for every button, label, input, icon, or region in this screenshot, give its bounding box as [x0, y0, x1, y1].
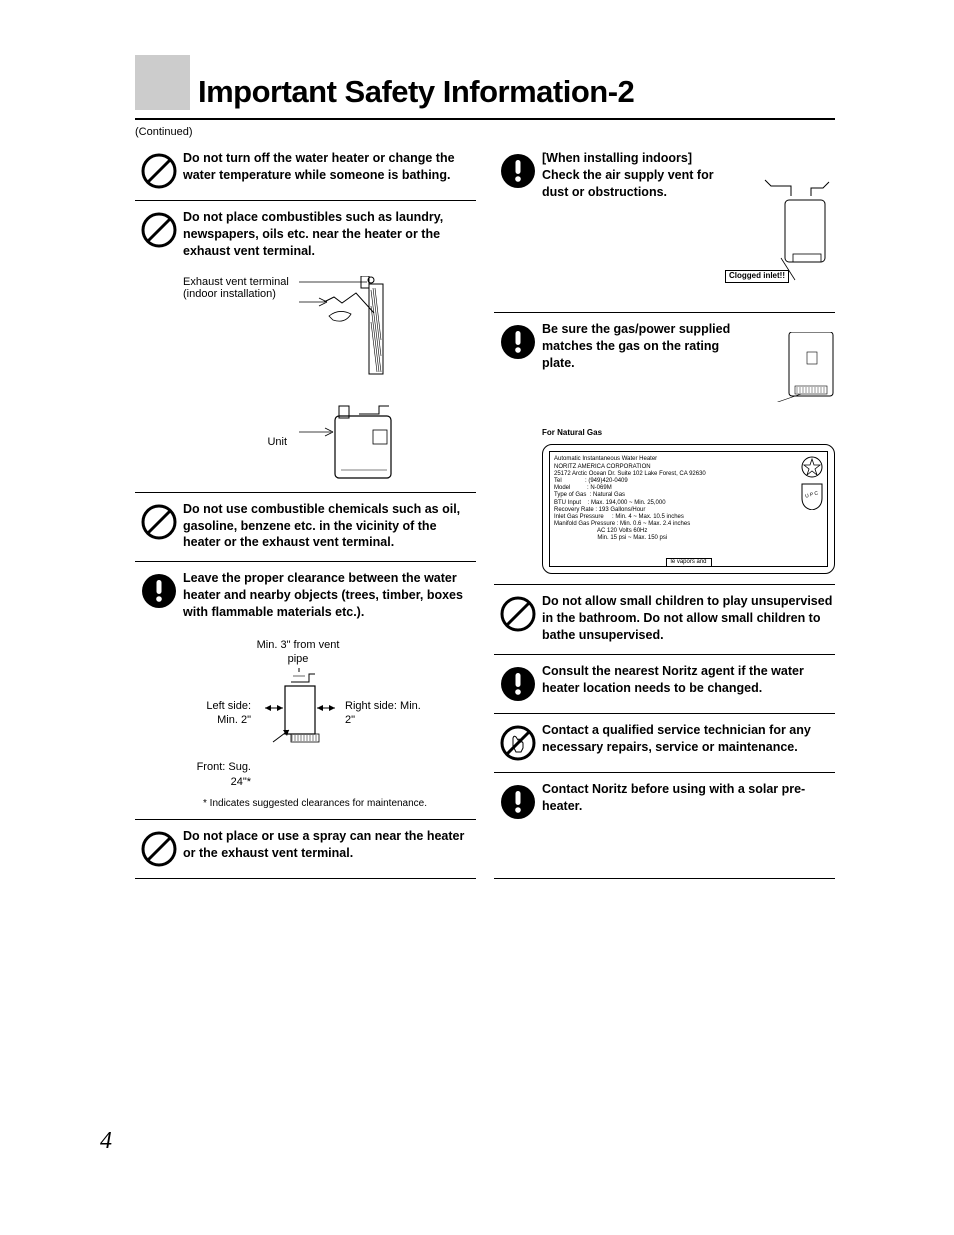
heater-connector-svg [549, 332, 839, 402]
page-title: Important Safety Information-2 [198, 74, 634, 110]
exhaust-diagram: Exhaust vent terminal (indoor installati… [183, 270, 476, 492]
indoor-install-svg [725, 170, 835, 310]
clearance-right: Right side: Min. 2" [343, 698, 423, 729]
warn-icon [494, 781, 542, 821]
safety-text: Do not use combustible chemicals such as… [183, 501, 476, 552]
safety-text: Contact a qualified service technician f… [542, 722, 835, 762]
continued-label: (Continued) [135, 126, 835, 138]
rating-plate: Automatic Instantaneous Water HeaterNORI… [542, 444, 835, 574]
safety-text: Contact Noritz before using with a solar… [542, 781, 835, 821]
safety-item: Do not turn off the water heater or chan… [135, 142, 476, 200]
safety-item: Contact Noritz before using with a solar… [494, 772, 835, 831]
safety-item: Leave the proper clearance between the w… [135, 561, 476, 631]
safety-item: Do not allow small children to play unsu… [494, 584, 835, 654]
prohibit-icon [494, 593, 542, 644]
right-column: [When installing indoors] Check the air … [494, 142, 835, 879]
clearance-diagram: Min. 3" from vent pipe Left side: Min. 2… [183, 631, 476, 819]
warn-icon [135, 570, 183, 621]
header-row: Important Safety Information-2 [135, 55, 835, 110]
svg-text:U P C: U P C [805, 491, 820, 500]
prohibit-icon [135, 828, 183, 868]
safety-item: Be sure the gas/power supplied matches t… [494, 312, 835, 584]
safety-text: Do not allow small children to play unsu… [542, 593, 835, 644]
clogged-inlet-label: Clogged inlet!! [725, 270, 789, 283]
safety-text: Be sure the gas/power supplied matches t… [542, 321, 835, 574]
safety-text: Do not turn off the water heater or chan… [183, 150, 476, 190]
warn-icon [494, 150, 542, 302]
prohibit-icon [135, 209, 183, 260]
clearance-top: Min. 3" from vent pipe [253, 637, 343, 668]
clearance-left: Left side: Min. 2" [183, 698, 253, 729]
safety-text: [When installing indoors] Check the air … [542, 150, 835, 302]
rating-truncated: le vapors and [665, 558, 711, 566]
page-content: Important Safety Information-2 (Continue… [135, 55, 835, 879]
prohibit-icon [135, 150, 183, 190]
clearance-front: Front: Sug. 24"* [183, 759, 253, 790]
star-seal-icon [801, 456, 823, 478]
clearance-footnote: * Indicates suggested clearances for mai… [203, 798, 476, 809]
rating-lines: Automatic Instantaneous Water HeaterNORI… [554, 456, 823, 542]
upc-shield-icon: U P C [799, 482, 825, 510]
warn-icon [494, 321, 542, 574]
safety-item: Consult the nearest Noritz agent if the … [494, 654, 835, 713]
warn-icon [494, 663, 542, 703]
exhaust-label: Exhaust vent terminal (indoor installati… [183, 276, 289, 300]
safety-text: Do not place or use a spray can near the… [183, 828, 476, 868]
safety-text: Do not place combustibles such as laundr… [183, 209, 476, 260]
safety-text: Consult the nearest Noritz agent if the … [542, 663, 835, 703]
safety-item: Do not place or use a spray can near the… [135, 819, 476, 878]
clearance-svg [255, 668, 341, 758]
safety-item: [When installing indoors] Check the air … [494, 142, 835, 312]
safety-item: Contact a qualified service technician f… [494, 713, 835, 772]
prohibit-hand-icon [494, 722, 542, 762]
prohibit-icon [135, 501, 183, 552]
safety-item: Do not use combustible chemicals such as… [135, 492, 476, 562]
safety-item: Do not place combustibles such as laundr… [135, 200, 476, 270]
top-rule [135, 118, 835, 120]
left-column: Do not turn off the water heater or chan… [135, 142, 476, 879]
unit-svg [299, 402, 429, 482]
natural-gas-label: For Natural Gas [542, 428, 835, 439]
unit-label: Unit [267, 436, 287, 448]
header-gray-block [135, 55, 190, 110]
columns: Do not turn off the water heater or chan… [135, 142, 835, 879]
exhaust-svg [299, 276, 429, 386]
safety-text: Leave the proper clearance between the w… [183, 570, 476, 621]
page-number: 4 [100, 1128, 112, 1155]
